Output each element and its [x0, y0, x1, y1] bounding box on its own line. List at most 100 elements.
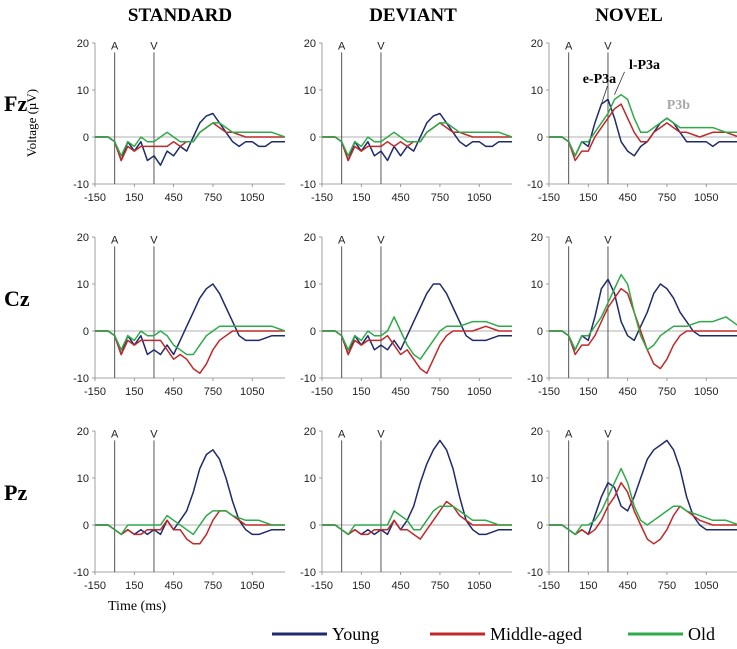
pz-deviant-y-tick-label: -10: [300, 567, 316, 579]
row-label-cz: Cz: [4, 286, 30, 311]
y-axis-label: Voltage (µV): [24, 89, 39, 157]
cz-deviant-marker-label-v: V: [377, 234, 385, 246]
pz-deviant-marker-label-a: A: [338, 428, 346, 440]
legend-label-young: Young: [332, 624, 379, 644]
cz-novel-y-tick-label: 20: [531, 232, 543, 244]
fz-novel-y-tick-label: 0: [537, 132, 543, 144]
pz-novel-series-middle-aged: [549, 481, 737, 545]
column-header-standard: STANDARD: [128, 5, 232, 26]
column-header-deviant: DEVIANT: [369, 5, 457, 26]
pz-standard-y-tick-label: 0: [83, 520, 89, 532]
cz-deviant-x-tick-label: 1050: [467, 386, 491, 398]
cz-deviant-y-tick-label: 10: [304, 279, 316, 291]
cz-novel-x-tick-label: 150: [579, 386, 597, 398]
fz-deviant-y-tick-label: -10: [300, 179, 316, 191]
legend-label-middle-aged: Middle-aged: [490, 624, 582, 644]
pz-novel-x-tick-label: 150: [579, 580, 597, 592]
cz-deviant-x-tick-label: 750: [431, 386, 449, 398]
pz-novel-y-tick-label: 10: [531, 473, 543, 485]
cz-novel-y-tick-label: 10: [531, 279, 543, 291]
pz-standard-y-tick-label: 10: [77, 473, 89, 485]
cz-deviant-series-middle-aged: [322, 325, 512, 375]
pz-deviant-y-tick-label: 20: [304, 426, 316, 438]
cz-standard-x-tick-label: 150: [125, 386, 143, 398]
pz-standard-series-old: [95, 510, 285, 536]
cz-deviant-series-young: [322, 283, 512, 356]
fz-standard-series-old: [95, 122, 286, 157]
fz-deviant-y-tick-label: 10: [304, 85, 316, 97]
fz-deviant-x-tick-label: -150: [311, 192, 333, 204]
fz-standard-y-tick-label: 0: [83, 132, 89, 144]
fz-deviant-marker-label-a: A: [338, 40, 346, 52]
pz-novel-x-tick-label: 1050: [694, 580, 718, 592]
fz-novel-x-tick-label: 150: [579, 192, 597, 204]
pz-novel-x-tick-label: 450: [618, 580, 636, 592]
pz-standard-x-tick-label: 150: [125, 580, 143, 592]
pz-standard-marker-label-v: V: [150, 428, 158, 440]
pz-standard-x-tick-label: 450: [164, 580, 182, 592]
fz-deviant-x-tick-label: 1050: [467, 192, 491, 204]
fz-deviant-x-tick-label: 750: [431, 192, 449, 204]
fz-standard-marker-label-v: V: [150, 40, 158, 52]
cz-standard-x-tick-label: 750: [204, 386, 222, 398]
cz-standard-series-middle-aged: [95, 330, 285, 375]
fz-standard-y-tick-label: -10: [73, 179, 89, 191]
row-label-pz: Pz: [4, 480, 27, 505]
column-header-novel: NOVEL: [595, 5, 663, 26]
cz-deviant-marker-label-a: A: [338, 234, 346, 246]
pz-novel-x-tick-label: -150: [538, 580, 560, 592]
fz-deviant-series-old: [322, 122, 513, 157]
pz-deviant-marker-label-v: V: [377, 428, 385, 440]
fz-standard-marker-label-a: A: [111, 40, 119, 52]
annotation-pointer-e-p3a: [601, 85, 608, 105]
cz-deviant-x-tick-label: 450: [391, 386, 409, 398]
fz-standard-y-tick-label: 10: [77, 85, 89, 97]
pz-novel-series-young: [549, 439, 737, 536]
pz-deviant-y-tick-label: 10: [304, 473, 316, 485]
fz-deviant-x-tick-label: 450: [391, 192, 409, 204]
fz-novel-x-tick-label: 1050: [694, 192, 718, 204]
cz-standard-x-tick-label: 1050: [240, 386, 264, 398]
cz-novel-marker-label-v: V: [604, 234, 612, 246]
cz-deviant-x-tick-label: -150: [311, 386, 333, 398]
cz-novel-y-tick-label: 0: [537, 326, 543, 338]
pz-deviant-series-middle-aged: [322, 500, 512, 540]
fz-novel-y-tick-label: 20: [531, 38, 543, 50]
pz-standard-marker-label-a: A: [111, 428, 119, 440]
cz-deviant-y-tick-label: 20: [304, 232, 316, 244]
fz-standard-y-tick-label: 20: [77, 38, 89, 50]
cz-novel-x-tick-label: 1050: [694, 386, 718, 398]
fz-standard-x-tick-label: 750: [204, 192, 222, 204]
pz-deviant-x-tick-label: 1050: [467, 580, 491, 592]
pz-novel-x-tick-label: 750: [658, 580, 676, 592]
cz-standard-y-tick-label: 0: [83, 326, 89, 338]
fz-novel-series-old: [549, 93, 737, 157]
fz-standard-x-tick-label: -150: [84, 192, 106, 204]
row-label-fz: Fz: [4, 91, 27, 116]
cz-standard-y-tick-label: 20: [77, 232, 89, 244]
pz-standard-y-tick-label: -10: [73, 567, 89, 579]
fz-deviant-series-young: [322, 112, 512, 162]
cz-deviant-series-old: [322, 316, 512, 360]
pz-deviant-series-old: [322, 505, 512, 536]
fz-deviant-y-tick-label: 20: [304, 38, 316, 50]
fz-standard-series-young: [95, 112, 285, 166]
pz-standard-x-tick-label: 1050: [240, 580, 264, 592]
fz-deviant-marker-label-v: V: [377, 40, 385, 52]
pz-standard-y-tick-label: 20: [77, 426, 89, 438]
cz-standard-y-tick-label: 10: [77, 279, 89, 291]
fz-novel-y-tick-label: 10: [531, 85, 543, 97]
cz-standard-y-tick-label: -10: [73, 373, 89, 385]
cz-deviant-y-tick-label: -10: [300, 373, 316, 385]
pz-novel-y-tick-label: -10: [527, 567, 543, 579]
pz-standard-x-tick-label: -150: [84, 580, 106, 592]
pz-deviant-x-tick-label: -150: [311, 580, 333, 592]
fz-novel-x-tick-label: -150: [538, 192, 560, 204]
cz-standard-marker-label-a: A: [111, 234, 119, 246]
pz-novel-y-tick-label: 0: [537, 520, 543, 532]
pz-standard-series-young: [95, 449, 285, 536]
cz-novel-series-middle-aged: [549, 287, 737, 370]
cz-novel-series-old: [549, 273, 737, 351]
cz-deviant-y-tick-label: 0: [310, 326, 316, 338]
cz-novel-marker-label-a: A: [565, 234, 573, 246]
